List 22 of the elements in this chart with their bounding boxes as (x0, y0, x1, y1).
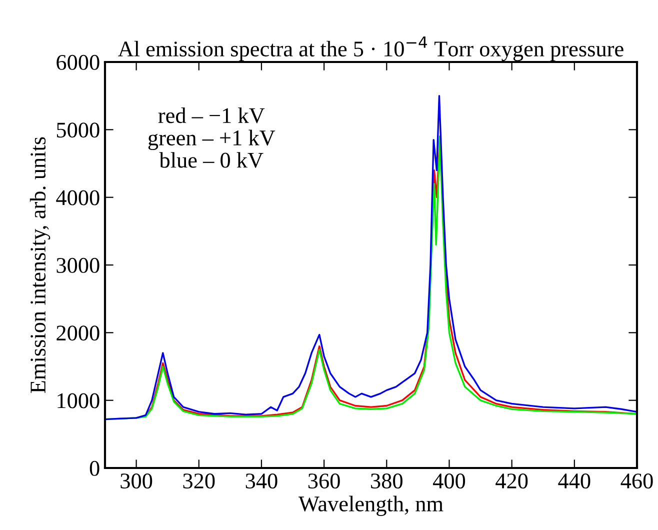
x-tick-label: 400 (433, 474, 466, 488)
y-axis-title: Emission intensity, arb. units (30, 137, 50, 393)
annotation: red – −1 kV (158, 107, 265, 124)
x-tick-label: 300 (120, 474, 152, 488)
x-tick-label: 380 (371, 474, 402, 488)
chart-title: Al emission spectra at the 5 · 10$^{−4}$ Torr oxygen pressure (118, 36, 624, 62)
x-tick-label: 360 (308, 474, 340, 488)
x-tick-label: 320 (183, 474, 215, 488)
y-tick-label: 5000 (56, 122, 100, 138)
x-tick-label: 420 (496, 474, 528, 488)
x-tick-label: 440 (558, 474, 590, 488)
y-tick-label: 4000 (56, 190, 100, 206)
y-tick-label: 6000 (56, 54, 100, 70)
x-tick-label: 460 (620, 474, 653, 488)
x-tick-label: 340 (246, 474, 278, 488)
y-tick-label: 2000 (56, 326, 100, 341)
y-tick-label: 0 (90, 460, 100, 476)
y-tick-label: 3000 (56, 258, 100, 273)
x-axis-title: Wavelength, nm (298, 496, 444, 516)
annotation: blue – 0 kV (159, 152, 264, 168)
annotation: green – +1 kV (148, 130, 276, 150)
y-tick-label: 1000 (58, 393, 100, 408)
